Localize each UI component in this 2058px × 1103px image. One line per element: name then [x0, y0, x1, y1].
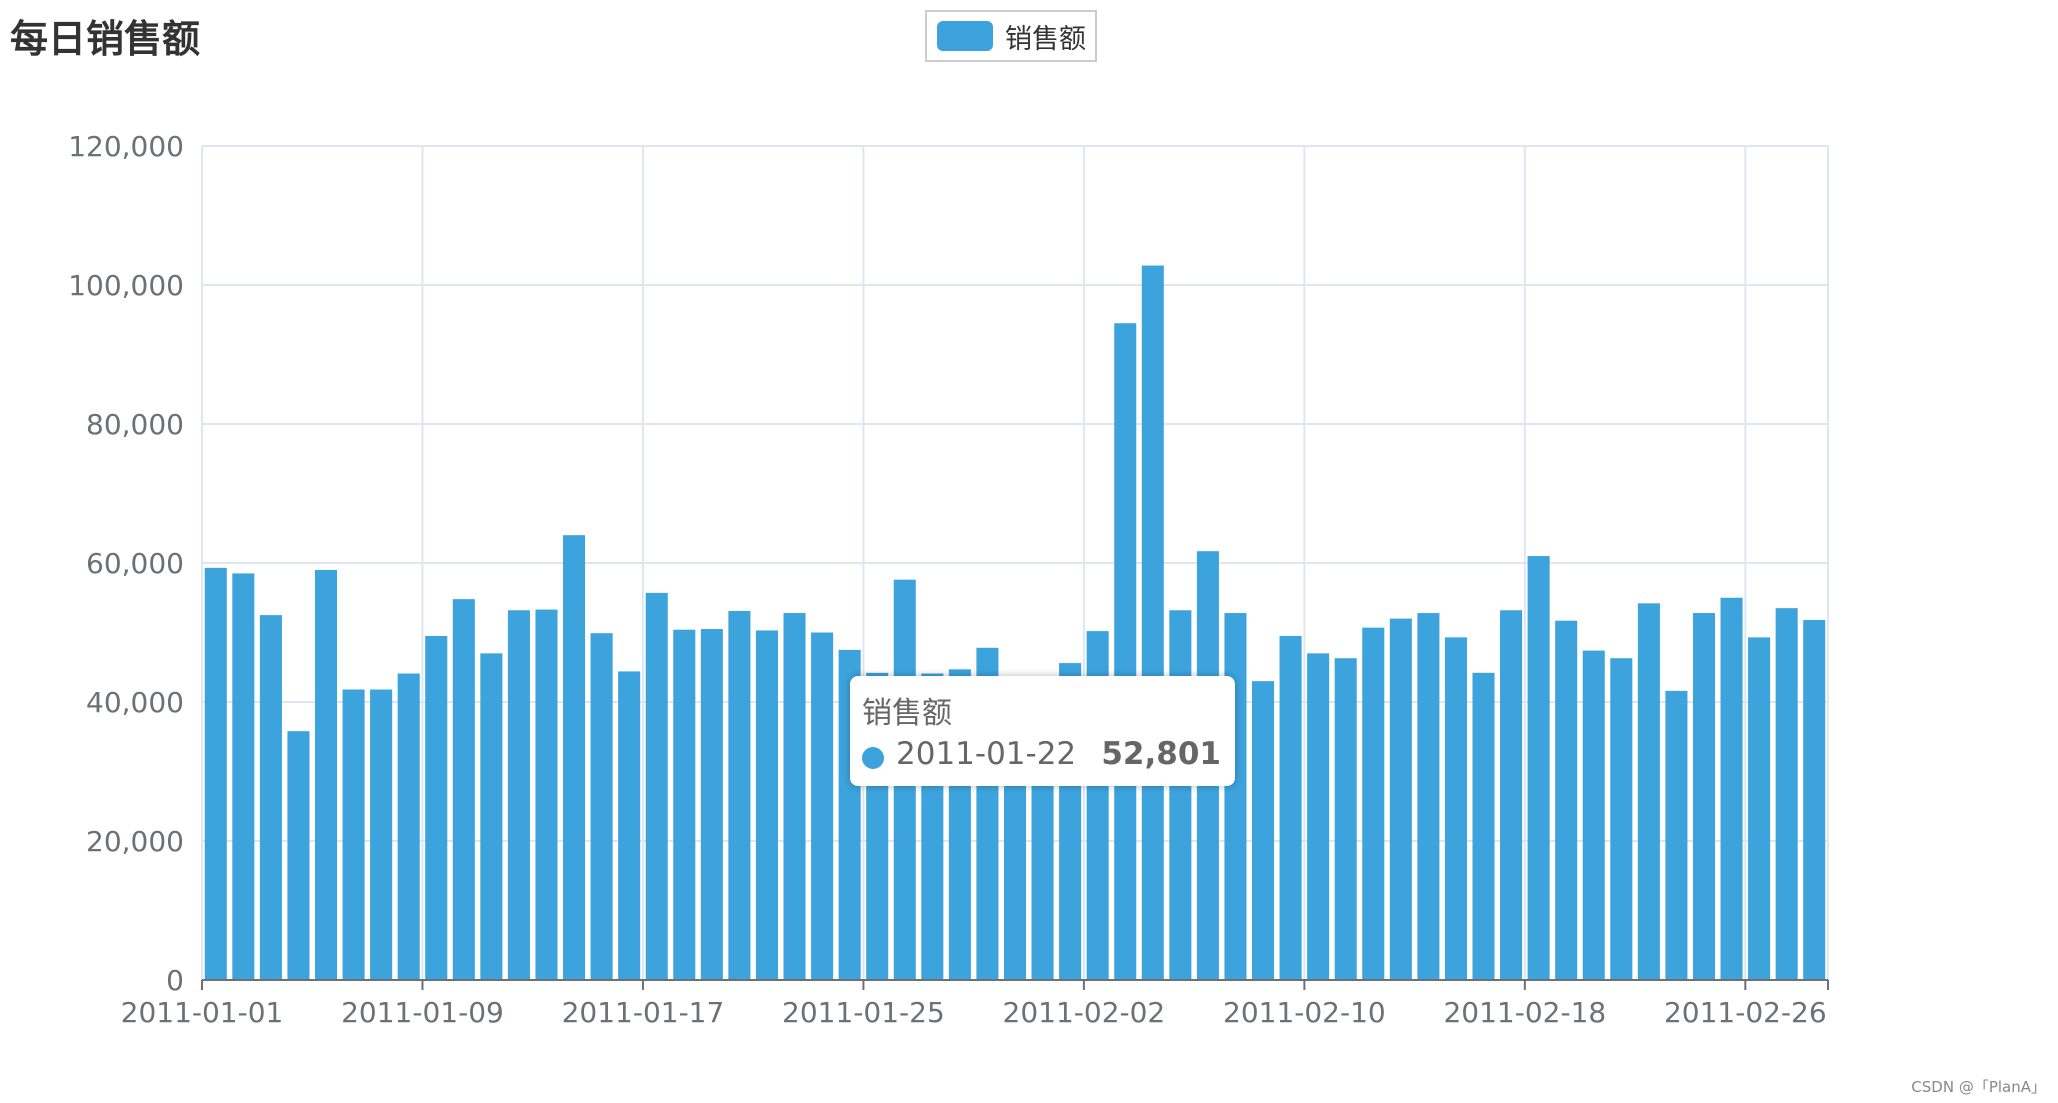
bar: [535, 609, 558, 980]
axes: [201, 979, 1829, 990]
bar: [1417, 613, 1440, 980]
bars: [204, 265, 1826, 981]
x-tick-label: 2011-02-26: [1664, 996, 1827, 1029]
x-tick-label: 2011-01-25: [782, 996, 945, 1029]
bar: [204, 567, 227, 980]
bar: [1775, 608, 1798, 980]
x-tick-label: 2011-01-09: [341, 996, 504, 1029]
tooltip-series-dot-icon: [862, 747, 884, 769]
bar: [1555, 620, 1578, 980]
legend-swatch: [937, 21, 993, 51]
bar: [700, 629, 723, 980]
bar: [1279, 635, 1302, 980]
bar: [1527, 556, 1550, 980]
y-tick-label: 100,000: [68, 269, 184, 302]
bar: [1444, 637, 1467, 980]
bar: [1141, 265, 1164, 980]
bar: [1637, 603, 1660, 980]
bar: [783, 613, 806, 980]
bar: [1500, 610, 1523, 980]
x-tick-label: 2011-01-17: [562, 996, 725, 1029]
bar: [232, 573, 255, 980]
bar: [507, 610, 530, 980]
x-tick-label: 2011-02-02: [1003, 996, 1166, 1029]
bar: [1692, 613, 1716, 980]
bar: [452, 599, 475, 980]
y-tick-label: 120,000: [68, 130, 184, 163]
bar: [1472, 672, 1495, 980]
tooltip-value: 52,801: [1101, 736, 1221, 772]
bar: [811, 632, 834, 980]
bar: [1307, 653, 1330, 980]
bar: [1169, 610, 1192, 980]
bar: [342, 689, 365, 980]
tooltip: 销售额 2011-01-22 52,801: [850, 676, 1235, 786]
y-tick-label: 0: [166, 964, 184, 997]
bar: [370, 689, 393, 980]
bar: [1665, 690, 1688, 980]
legend-label: 销售额: [1005, 23, 1086, 55]
y-tick-label: 60,000: [86, 547, 184, 580]
bar: [480, 653, 503, 980]
bar: [563, 535, 586, 980]
bar: [1748, 637, 1771, 980]
bar: [1252, 681, 1275, 980]
x-tick-label: 2011-02-10: [1223, 996, 1386, 1029]
tick-labels: 0 20,000 40,000 60,000 80,000 100,000 120,000 2…: [68, 130, 1826, 1029]
bar: [728, 610, 751, 980]
bar: [1114, 323, 1137, 981]
bar: [1803, 619, 1826, 980]
x-tick-label: 2011-01-01: [121, 996, 284, 1029]
bar: [1610, 658, 1633, 980]
bar: [1720, 597, 1743, 980]
bar: [397, 673, 420, 980]
y-tick-label: 40,000: [86, 686, 184, 719]
chart-title: 每日销售额: [10, 17, 201, 61]
tooltip-series-name: 销售额: [862, 696, 952, 731]
bar: [645, 592, 668, 980]
bar: [1224, 613, 1247, 980]
bar: [1334, 658, 1357, 980]
bar: [618, 671, 641, 980]
y-tick-label: 80,000: [86, 408, 184, 441]
watermark: CSDN @「PlanA」: [1911, 1078, 2046, 1096]
bar: [755, 630, 778, 980]
bar: [425, 635, 448, 980]
bar: [314, 569, 338, 980]
bar: [673, 629, 696, 980]
bar: [590, 633, 613, 980]
bar: [287, 731, 310, 980]
y-tick-label: 20,000: [86, 825, 184, 858]
legend[interactable]: 销售额: [925, 10, 1097, 62]
bar: [1362, 627, 1385, 980]
tooltip-date: 2011-01-22: [896, 736, 1077, 772]
x-tick-label: 2011-02-18: [1443, 996, 1606, 1029]
bar: [1582, 650, 1605, 980]
bar: [1389, 618, 1412, 980]
bar: [259, 615, 282, 980]
